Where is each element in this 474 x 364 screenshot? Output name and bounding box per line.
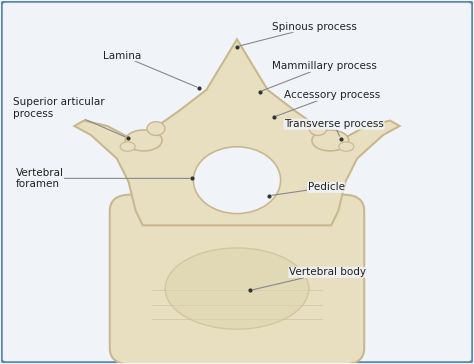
Text: Transverse process: Transverse process xyxy=(284,119,384,136)
Text: Superior articular
process: Superior articular process xyxy=(13,97,125,137)
FancyBboxPatch shape xyxy=(110,195,364,364)
Circle shape xyxy=(309,122,327,135)
Ellipse shape xyxy=(339,142,354,151)
Text: Vertebral
foramen: Vertebral foramen xyxy=(16,167,190,189)
Ellipse shape xyxy=(125,130,162,151)
Text: Spinous process: Spinous process xyxy=(240,22,357,46)
Ellipse shape xyxy=(120,142,135,151)
Polygon shape xyxy=(74,39,400,225)
Text: Pedicle: Pedicle xyxy=(272,182,345,195)
Text: Mammillary process: Mammillary process xyxy=(262,62,377,91)
Ellipse shape xyxy=(165,248,309,329)
Circle shape xyxy=(147,122,165,135)
Ellipse shape xyxy=(312,130,349,151)
Text: Vertebral body: Vertebral body xyxy=(253,267,366,290)
Text: Lamina: Lamina xyxy=(103,51,197,87)
Ellipse shape xyxy=(193,147,281,214)
Text: Accessory process: Accessory process xyxy=(276,90,380,116)
